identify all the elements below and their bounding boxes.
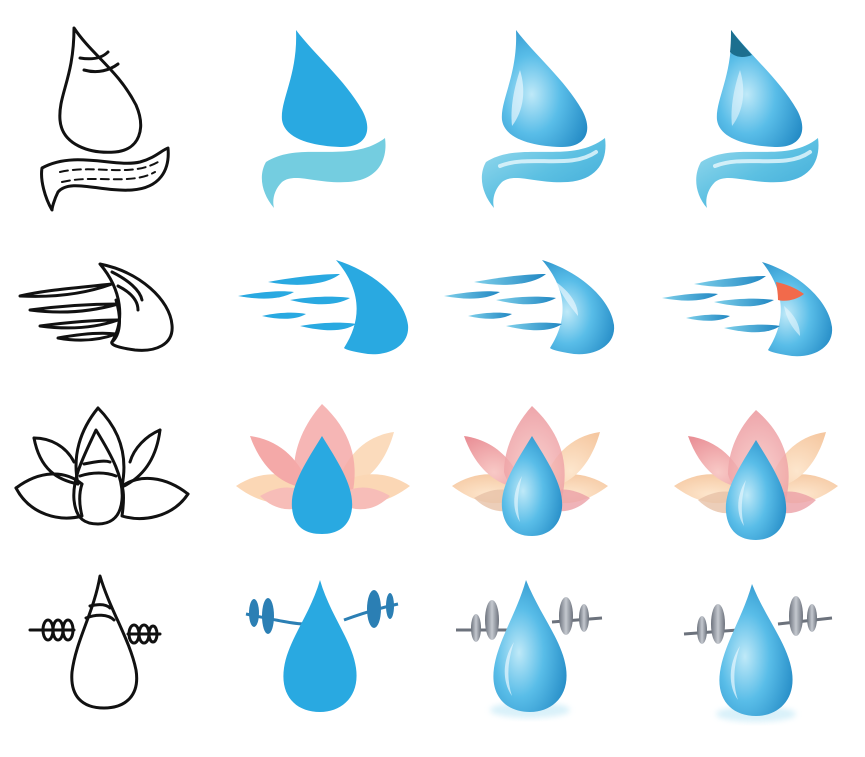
weight-plate bbox=[559, 597, 573, 635]
speeding-drop-flat bbox=[238, 260, 408, 354]
speed-streak bbox=[300, 323, 356, 331]
dumbbell-drop-flat bbox=[246, 580, 398, 712]
speed-streak bbox=[496, 297, 556, 305]
dumbbell-drop-glossy bbox=[456, 580, 602, 718]
speed-streak bbox=[268, 274, 340, 285]
weight-plate bbox=[807, 604, 817, 632]
droplet-shape bbox=[717, 30, 802, 147]
droplet-wave-sketch bbox=[42, 28, 169, 210]
lotus-drop-accent bbox=[674, 410, 838, 540]
speed-streak bbox=[662, 293, 718, 300]
speed-streak bbox=[262, 313, 306, 319]
weight-plate bbox=[262, 598, 274, 634]
dumbbell-drop-sketch bbox=[30, 576, 160, 708]
speeding-drop-sketch bbox=[20, 264, 172, 350]
droplet-shape bbox=[282, 30, 367, 147]
speed-streak bbox=[40, 320, 118, 328]
speed-streak bbox=[290, 297, 350, 305]
drop-shape bbox=[762, 262, 832, 356]
speed-streak bbox=[724, 325, 780, 333]
droplet-wave-flat bbox=[262, 30, 386, 208]
lotus-drop-glossy bbox=[452, 406, 608, 536]
weight-plate bbox=[789, 596, 803, 636]
speed-streak bbox=[30, 304, 118, 312]
speed-streak bbox=[506, 323, 562, 331]
wave-band bbox=[262, 138, 386, 208]
lotus-right-petal bbox=[122, 486, 188, 518]
speed-streak bbox=[694, 276, 766, 287]
weight-plate bbox=[386, 593, 394, 619]
droplet-tip-stripes bbox=[80, 52, 118, 72]
droplet-wave-glossy bbox=[482, 30, 606, 208]
speed-streak bbox=[20, 284, 112, 296]
wave-inner-lines bbox=[60, 162, 158, 182]
weight-plate bbox=[711, 604, 725, 644]
wave-band bbox=[482, 138, 606, 208]
weight-plate bbox=[367, 590, 381, 628]
speed-streak bbox=[686, 315, 730, 321]
speeding-drop-accent bbox=[662, 262, 832, 356]
droplet-wave-accent bbox=[696, 30, 818, 208]
droplet-outline bbox=[60, 28, 141, 152]
speed-streak bbox=[58, 333, 116, 340]
weight-plate bbox=[697, 616, 707, 644]
speed-streak bbox=[468, 313, 512, 319]
speed-streaks bbox=[662, 276, 780, 332]
weight-plate bbox=[485, 600, 499, 640]
weight-plate bbox=[579, 604, 589, 632]
drop-shape bbox=[542, 260, 614, 354]
speed-streak bbox=[714, 299, 774, 307]
lotus-drop-flat bbox=[236, 404, 410, 534]
weight-plate bbox=[249, 599, 259, 627]
lotus-drop-sketch bbox=[16, 408, 188, 524]
wave-band bbox=[696, 138, 818, 208]
weight-plate bbox=[471, 614, 481, 642]
drop-shape bbox=[493, 580, 566, 712]
speeding-drop-glossy bbox=[444, 260, 614, 354]
speed-streaks bbox=[444, 274, 562, 330]
drop-shape bbox=[719, 584, 792, 716]
speed-streak bbox=[238, 291, 294, 298]
droplet-tip-accent bbox=[730, 30, 752, 57]
drop-inner-stripes bbox=[80, 461, 116, 476]
speed-streak bbox=[444, 291, 500, 298]
droplet-shape bbox=[502, 30, 587, 147]
dumbbell-drop-accent bbox=[684, 584, 832, 722]
drop-shape bbox=[283, 580, 356, 712]
speed-streak bbox=[474, 274, 546, 285]
drop-shape bbox=[336, 260, 408, 354]
lotus-left-petal bbox=[16, 484, 82, 518]
drop-outline bbox=[72, 576, 137, 708]
